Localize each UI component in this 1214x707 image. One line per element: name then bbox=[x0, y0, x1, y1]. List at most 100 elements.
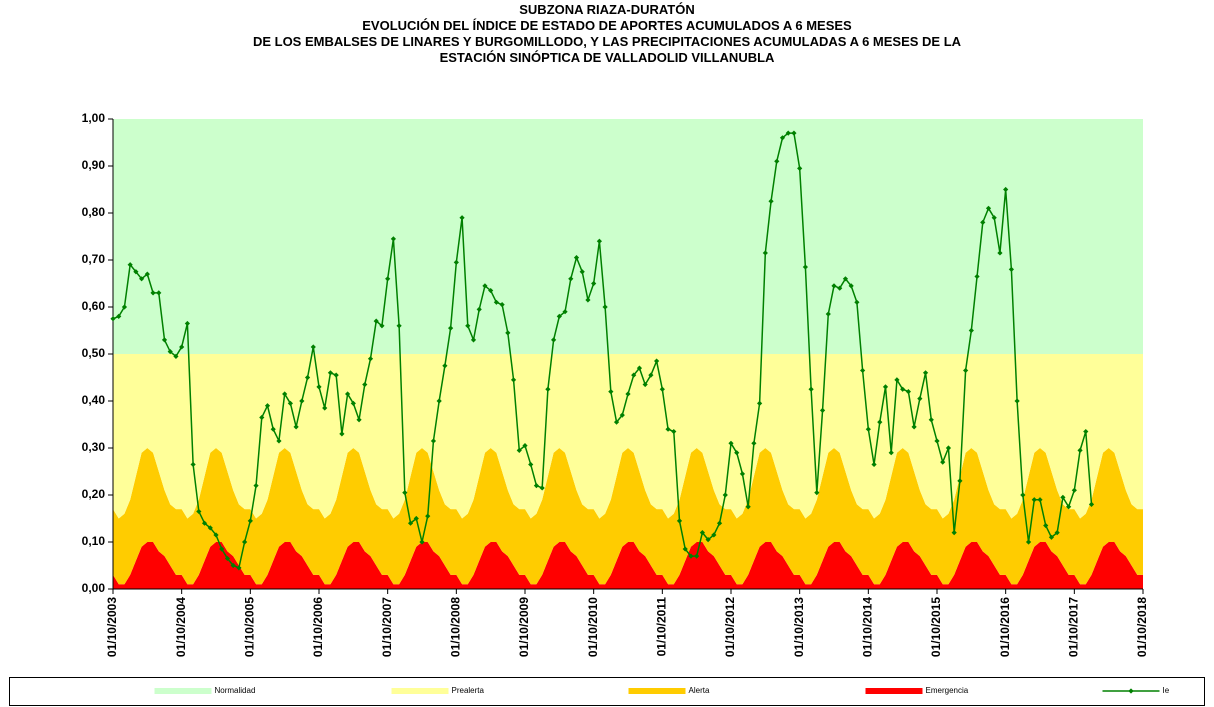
x-tick-label: 01/10/2009 bbox=[517, 597, 531, 657]
line-marker bbox=[459, 215, 465, 221]
line-marker bbox=[579, 269, 585, 275]
line-marker bbox=[236, 565, 242, 571]
line-marker bbox=[1088, 501, 1095, 507]
line-marker bbox=[316, 384, 322, 390]
line-marker bbox=[516, 447, 522, 453]
line-marker bbox=[510, 377, 517, 383]
line-marker bbox=[419, 539, 425, 545]
line-marker bbox=[402, 490, 408, 496]
line-marker bbox=[562, 309, 568, 315]
line-marker bbox=[905, 389, 911, 395]
line-marker bbox=[974, 273, 980, 280]
line-marker bbox=[860, 367, 866, 374]
line-marker bbox=[276, 438, 282, 444]
x-tick-label: 01/10/2005 bbox=[243, 597, 257, 657]
line-marker bbox=[636, 365, 643, 371]
line-marker bbox=[659, 386, 665, 392]
line-marker bbox=[802, 264, 808, 270]
line-marker bbox=[728, 440, 734, 446]
line-marker bbox=[900, 386, 906, 392]
line-marker bbox=[299, 398, 305, 404]
line-marker bbox=[1054, 530, 1060, 536]
line-marker bbox=[928, 417, 934, 423]
line-marker bbox=[757, 400, 763, 406]
x-tick-label: 01/10/2015 bbox=[929, 597, 943, 657]
line-marker bbox=[688, 553, 694, 559]
line-marker bbox=[745, 504, 751, 510]
line-marker bbox=[682, 546, 688, 552]
line-marker bbox=[774, 158, 780, 164]
line-marker bbox=[791, 130, 797, 136]
line-marker bbox=[470, 337, 477, 343]
legend-label: Prealerta bbox=[452, 686, 485, 695]
line-marker bbox=[848, 283, 854, 289]
line-marker bbox=[282, 391, 288, 397]
line-marker bbox=[161, 337, 168, 343]
line-marker bbox=[642, 381, 648, 388]
line-marker bbox=[385, 276, 391, 282]
line-marker bbox=[894, 377, 900, 383]
line-marker bbox=[957, 478, 963, 484]
x-tick-label: 01/10/2010 bbox=[586, 597, 600, 657]
line-marker bbox=[596, 238, 602, 244]
line-marker bbox=[1060, 494, 1066, 500]
y-tick-label: 0,70 bbox=[82, 252, 106, 266]
line-marker bbox=[722, 492, 728, 498]
line-marker bbox=[654, 358, 660, 364]
line-marker bbox=[968, 327, 974, 334]
line-marker bbox=[831, 283, 837, 289]
line-marker bbox=[797, 165, 803, 171]
line-marker bbox=[345, 391, 351, 397]
line-marker bbox=[488, 287, 494, 294]
line-marker bbox=[573, 255, 580, 261]
line-marker bbox=[963, 367, 969, 374]
line-marker bbox=[247, 518, 253, 524]
line-marker bbox=[1077, 447, 1083, 453]
line-marker bbox=[270, 426, 276, 432]
line-marker bbox=[127, 262, 133, 268]
line-marker bbox=[533, 483, 540, 489]
legend-swatch bbox=[391, 688, 449, 694]
line-marker bbox=[705, 537, 711, 543]
line-marker bbox=[465, 323, 471, 329]
line-marker bbox=[362, 381, 368, 388]
line-marker bbox=[551, 337, 557, 343]
line-marker bbox=[556, 313, 562, 319]
line-marker bbox=[184, 320, 190, 327]
line-marker bbox=[1003, 186, 1009, 193]
area-alerta bbox=[113, 448, 1143, 585]
chart-title: EVOLUCIÓN DEL ÍNDICE DE ESTADO DE APORTE… bbox=[362, 18, 852, 33]
line-marker bbox=[190, 461, 196, 468]
line-marker bbox=[619, 412, 625, 418]
line-marker bbox=[110, 316, 116, 322]
line-marker bbox=[476, 306, 482, 312]
x-tick-label: 01/10/2012 bbox=[723, 597, 737, 657]
line-marker bbox=[694, 553, 700, 559]
line-marker bbox=[1071, 487, 1077, 493]
line-marker bbox=[671, 428, 677, 435]
line-marker bbox=[379, 323, 385, 329]
legend-swatch bbox=[628, 688, 686, 694]
line-marker bbox=[985, 205, 992, 211]
line-marker bbox=[150, 290, 156, 296]
line-marker bbox=[224, 555, 231, 562]
line-marker bbox=[1025, 539, 1032, 545]
line-marker bbox=[997, 250, 1003, 256]
line-marker bbox=[808, 386, 814, 392]
line-marker bbox=[430, 438, 437, 444]
line-marker bbox=[1008, 266, 1014, 272]
chart-title: SUBZONA RIAZA-DURATÓN bbox=[519, 2, 694, 17]
line-marker bbox=[121, 304, 128, 310]
line-marker bbox=[407, 520, 414, 526]
line-marker bbox=[711, 532, 717, 538]
line-marker bbox=[854, 299, 860, 305]
line-marker bbox=[665, 426, 671, 432]
y-tick-label: 0,50 bbox=[82, 346, 106, 360]
x-tick-label: 01/10/2017 bbox=[1067, 597, 1081, 657]
line-marker bbox=[825, 311, 831, 317]
line-marker bbox=[156, 290, 162, 296]
line-marker bbox=[493, 299, 499, 305]
line-marker bbox=[144, 271, 150, 277]
line-marker bbox=[888, 450, 894, 456]
